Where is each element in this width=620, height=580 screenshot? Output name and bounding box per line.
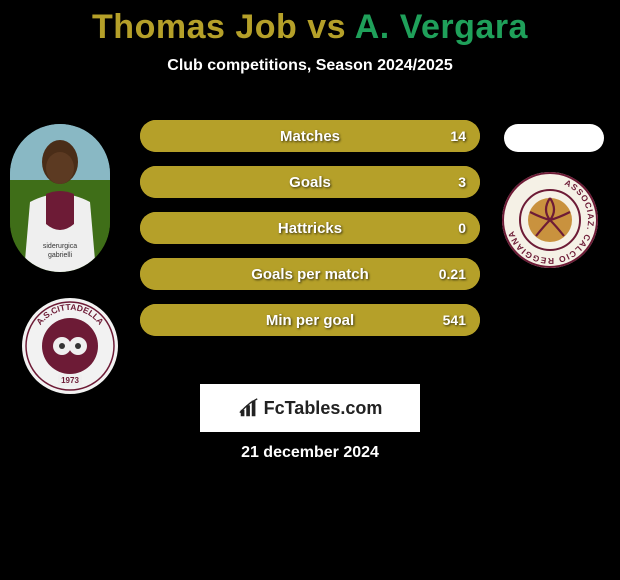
title-player2: A. Vergara bbox=[355, 8, 528, 46]
bar-chart-icon bbox=[238, 397, 260, 419]
page-title: Thomas Job vs A. Vergara bbox=[0, 0, 620, 47]
title-player1: Thomas Job bbox=[92, 8, 297, 46]
stat-bar: Hattricks 0 bbox=[140, 212, 480, 244]
stat-bar-label: Hattricks bbox=[278, 220, 342, 237]
stat-bar-label: Min per goal bbox=[266, 312, 354, 329]
stat-bar: Matches 14 bbox=[140, 120, 480, 152]
player1-photo: siderurgica gabrielli bbox=[10, 124, 110, 272]
stat-bar-value: 0 bbox=[458, 220, 466, 236]
stat-bar-value: 14 bbox=[450, 128, 466, 144]
stat-bar-value: 3 bbox=[458, 174, 466, 190]
player2-photo bbox=[504, 124, 604, 152]
stat-bar: Goals per match 0.21 bbox=[140, 258, 480, 290]
stat-bars: Matches 14 Goals 3 Hattricks 0 Goals per match… bbox=[140, 120, 480, 350]
club-badge-right: ASSOCIAZ. CALCIO REGGIANA bbox=[500, 170, 600, 270]
svg-text:siderurgica: siderurgica bbox=[43, 243, 77, 250]
date-text: 21 december 2024 bbox=[0, 444, 620, 462]
subtitle: Club competitions, Season 2024/2025 bbox=[0, 57, 620, 75]
stat-bar-label: Goals bbox=[289, 174, 331, 191]
stat-bar: Goals 3 bbox=[140, 166, 480, 198]
stat-bar-label: Goals per match bbox=[251, 266, 369, 283]
logo-text: FcTables.com bbox=[264, 398, 383, 419]
club-badge-left: A.S.CITTADELLA 1973 bbox=[20, 296, 120, 396]
fctables-logo: FcTables.com bbox=[200, 384, 420, 432]
stat-bar: Min per goal 541 bbox=[140, 304, 480, 336]
stat-bar-value: 0.21 bbox=[439, 266, 466, 282]
svg-text:1973: 1973 bbox=[61, 376, 79, 385]
title-vs: vs bbox=[307, 8, 346, 46]
stat-bar-label: Matches bbox=[280, 128, 340, 145]
svg-text:gabrielli: gabrielli bbox=[48, 252, 73, 259]
stat-bar-value: 541 bbox=[443, 312, 466, 328]
